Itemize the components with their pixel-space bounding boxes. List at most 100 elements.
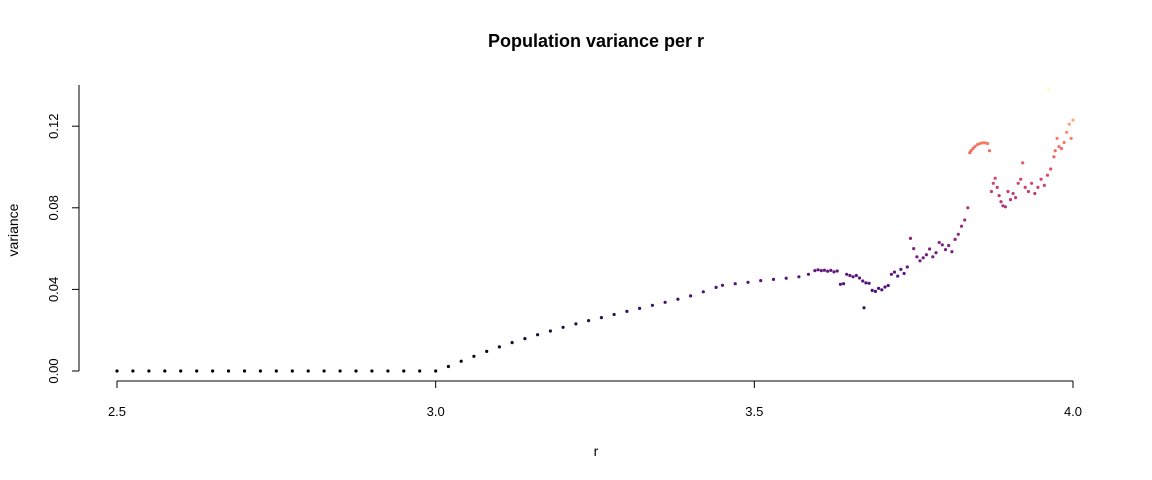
data-point xyxy=(973,145,977,149)
data-point xyxy=(625,309,629,313)
data-point xyxy=(867,281,871,285)
data-point xyxy=(290,369,294,373)
data-point xyxy=(943,248,948,252)
data-point xyxy=(864,281,868,285)
data-point xyxy=(1006,189,1010,194)
data-point xyxy=(370,369,374,373)
data-point xyxy=(1069,136,1073,140)
data-point xyxy=(918,259,922,263)
data-point xyxy=(714,285,718,289)
data-point xyxy=(402,369,406,373)
data-point xyxy=(720,283,725,287)
data-point xyxy=(1055,136,1059,140)
data-point xyxy=(848,273,852,278)
data-point xyxy=(829,268,833,272)
data-point xyxy=(226,369,231,373)
data-point xyxy=(953,237,957,241)
data-point xyxy=(1026,189,1030,194)
chart-title: Population variance per r xyxy=(488,31,704,51)
data-point xyxy=(650,303,655,307)
y-tick-label: 0.12 xyxy=(46,114,61,139)
data-point xyxy=(912,247,916,251)
data-point xyxy=(561,325,565,329)
data-point xyxy=(822,268,827,272)
data-point xyxy=(497,345,501,349)
data-point xyxy=(1049,167,1053,171)
data-point xyxy=(931,255,935,259)
data-point xyxy=(179,369,183,373)
data-point xyxy=(612,312,616,317)
data-point xyxy=(485,349,489,353)
data-point xyxy=(1014,196,1018,200)
data-point xyxy=(940,243,944,247)
data-point xyxy=(338,369,342,373)
data-point xyxy=(991,181,995,185)
data-points-layer xyxy=(115,87,1075,373)
data-point xyxy=(784,276,788,280)
data-point xyxy=(969,149,973,153)
data-point xyxy=(386,369,390,373)
data-point xyxy=(1030,181,1034,185)
data-point xyxy=(638,306,642,310)
data-point xyxy=(816,268,820,272)
data-point xyxy=(980,141,985,145)
data-point xyxy=(861,279,865,283)
data-point xyxy=(870,288,874,292)
data-point xyxy=(1001,204,1005,208)
data-point xyxy=(889,272,894,276)
data-point xyxy=(899,267,903,271)
data-point xyxy=(950,250,954,254)
data-point xyxy=(975,143,980,147)
data-point xyxy=(966,206,970,210)
data-point xyxy=(1062,140,1066,145)
data-point xyxy=(115,369,119,373)
data-point xyxy=(242,369,247,373)
data-point xyxy=(1003,205,1008,209)
data-point xyxy=(924,253,929,257)
data-point xyxy=(1008,198,1013,202)
data-point xyxy=(759,279,763,283)
data-point xyxy=(676,297,680,301)
data-point xyxy=(1033,191,1037,196)
data-point xyxy=(937,240,941,245)
data-point xyxy=(1047,87,1051,92)
data-point xyxy=(1065,130,1069,134)
data-point xyxy=(956,232,960,236)
x-tick-label: 2.5 xyxy=(108,404,126,419)
data-point xyxy=(536,333,540,337)
data-point xyxy=(446,364,450,369)
data-point xyxy=(322,369,326,373)
data-point xyxy=(915,255,919,259)
data-point xyxy=(987,149,992,153)
data-point xyxy=(983,141,987,145)
x-tick-label: 4.0 xyxy=(1064,404,1082,419)
data-point xyxy=(131,369,135,373)
x-tick-label: 3.5 xyxy=(745,404,763,419)
data-point xyxy=(163,369,167,373)
data-point xyxy=(258,369,262,373)
data-point xyxy=(701,290,705,294)
data-point xyxy=(862,306,866,310)
data-point xyxy=(892,270,897,274)
data-point xyxy=(211,369,215,373)
data-point xyxy=(857,276,862,280)
data-point xyxy=(819,269,823,273)
data-point xyxy=(510,341,514,345)
data-point xyxy=(832,270,836,274)
data-point xyxy=(963,218,967,222)
data-point xyxy=(1036,185,1040,189)
data-point xyxy=(978,141,982,146)
data-point xyxy=(587,319,591,323)
data-point xyxy=(883,285,887,289)
data-point xyxy=(306,369,310,373)
data-point xyxy=(854,273,858,278)
data-point xyxy=(147,369,151,373)
data-point xyxy=(689,294,693,298)
data-point xyxy=(873,289,878,293)
data-point xyxy=(472,354,476,358)
data-point xyxy=(1067,122,1071,126)
data-point xyxy=(989,189,994,194)
data-point xyxy=(733,282,737,286)
y-tick-label: 0.08 xyxy=(46,195,61,220)
